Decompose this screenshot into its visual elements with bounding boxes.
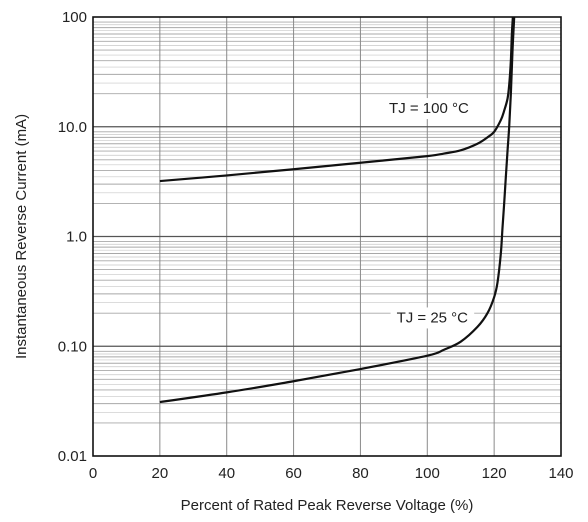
curve-label: TJ = 100 °C <box>383 98 476 120</box>
y-tick-label: 1.0 <box>66 229 87 246</box>
x-tick-label: 40 <box>218 465 235 482</box>
series-line <box>159 16 514 183</box>
plot-frame <box>92 16 562 457</box>
curve-labels: TJ = 100 °C TJ = 25 °C <box>383 98 476 329</box>
curve-label-bg <box>383 98 476 120</box>
x-axis-label: Percent of Rated Peak Reverse Voltage (%… <box>181 497 474 514</box>
x-tick-label: 140 <box>548 465 573 482</box>
x-tick-label: 0 <box>89 465 97 482</box>
series-line <box>159 16 516 404</box>
x-tick-label: 60 <box>285 465 302 482</box>
x-tick-labels: 0 20 40 60 80 100 120 140 <box>89 465 574 482</box>
y-tick-label: 0.01 <box>58 448 87 465</box>
y-axis-label: Instantaneous Reverse Current (mA) <box>13 114 30 359</box>
curve-label-text: TJ = 100 °C <box>389 100 469 117</box>
x-tick-label: 20 <box>152 465 169 482</box>
x-tick-label: 100 <box>415 465 440 482</box>
minor-gridlines <box>93 21 561 424</box>
series-layer <box>159 16 516 404</box>
curve-label: TJ = 25 °C <box>390 307 475 329</box>
major-gridlines <box>93 17 561 456</box>
x-tick-label: 120 <box>482 465 507 482</box>
x-tick-label: 80 <box>352 465 369 482</box>
curve-label-bg <box>390 307 475 329</box>
y-tick-labels: 0.01 0.10 1.0 10.0 100 <box>58 9 87 465</box>
y-tick-label: 10.0 <box>58 119 87 136</box>
y-tick-label: 100 <box>62 9 87 26</box>
y-tick-label: 0.10 <box>58 338 87 355</box>
curve-label-text: TJ = 25 °C <box>397 309 469 326</box>
